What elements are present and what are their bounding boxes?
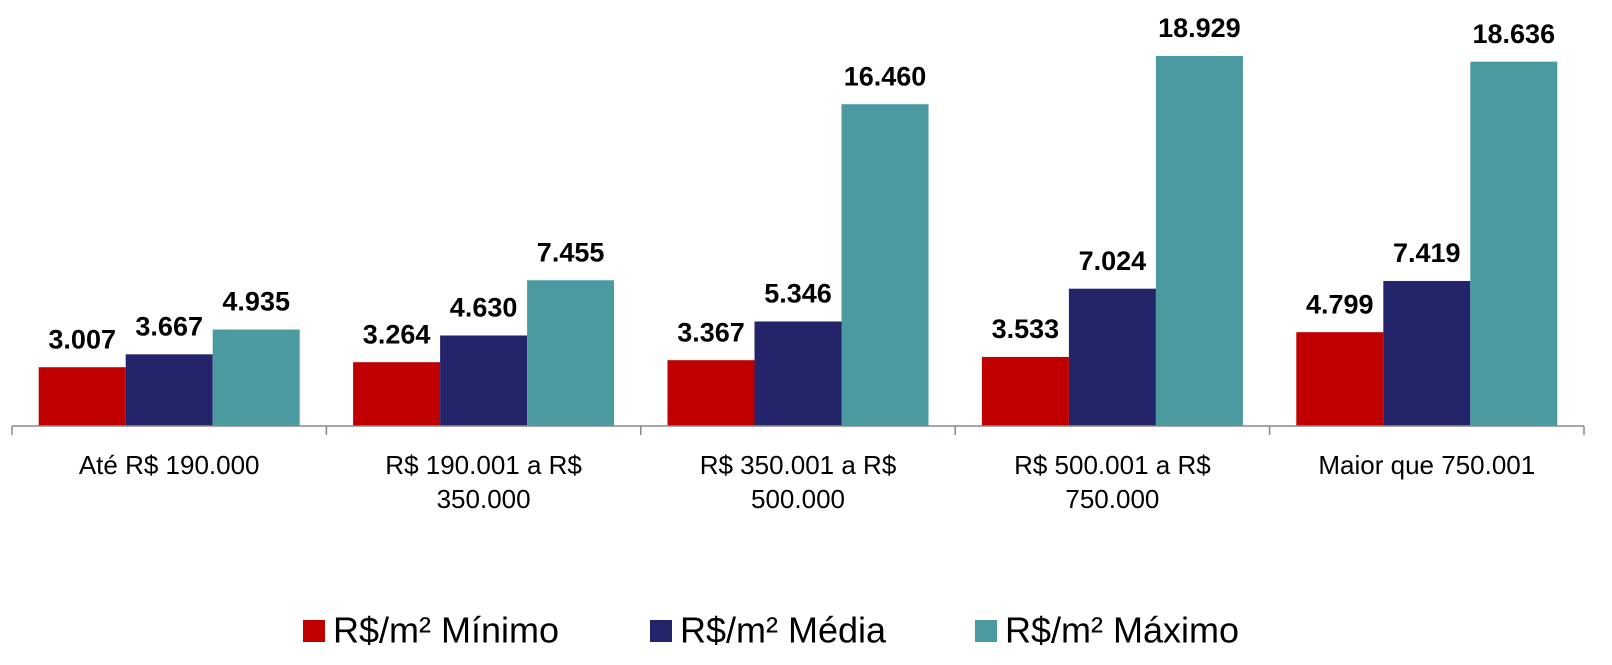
x-tick-label: R$ 190.001 a R$ 350.000 [385, 450, 582, 514]
legend-label: R$/m² Máximo [1005, 610, 1239, 651]
data-label: 3.007 [48, 324, 116, 354]
bar [353, 362, 441, 426]
data-label: 5.346 [764, 279, 832, 309]
legend-swatch [975, 620, 997, 642]
legend-label: R$/m² Média [680, 610, 887, 651]
x-tick-label: R$ 500.001 a R$ 750.000 [1014, 450, 1211, 514]
data-label: 7.024 [1079, 246, 1147, 276]
bar [440, 335, 528, 426]
data-label: 18.929 [1158, 13, 1241, 43]
bar [212, 329, 300, 426]
bar [1068, 288, 1156, 426]
data-label: 3.667 [135, 311, 203, 341]
x-tick-label: Maior que 750.001 [1318, 450, 1536, 480]
data-label: 7.419 [1393, 238, 1461, 268]
bar [1470, 61, 1558, 426]
bar [841, 104, 929, 426]
bar [1155, 55, 1243, 426]
data-label: 3.367 [677, 317, 745, 347]
bar [667, 360, 755, 426]
data-label: 18.636 [1473, 19, 1556, 49]
bar [38, 367, 126, 426]
bar [1383, 280, 1471, 426]
data-label: 3.533 [992, 314, 1060, 344]
bar [1296, 332, 1384, 426]
bar [981, 356, 1069, 426]
data-label: 3.264 [363, 319, 431, 349]
data-label: 16.460 [844, 61, 927, 91]
data-label: 4.935 [222, 287, 290, 317]
x-tick-label: Até R$ 190.000 [78, 450, 260, 480]
legend-swatch [650, 620, 672, 642]
data-label: 4.799 [1306, 289, 1374, 319]
bar [754, 321, 842, 426]
data-label: 4.630 [450, 293, 518, 323]
bar [527, 280, 615, 426]
x-tick-label: R$ 350.001 a R$ 500.000 [699, 450, 897, 514]
bar [125, 354, 213, 426]
data-label: 7.455 [537, 237, 605, 267]
legend-swatch [303, 620, 325, 642]
legend-label: R$/m² Mínimo [333, 610, 559, 651]
